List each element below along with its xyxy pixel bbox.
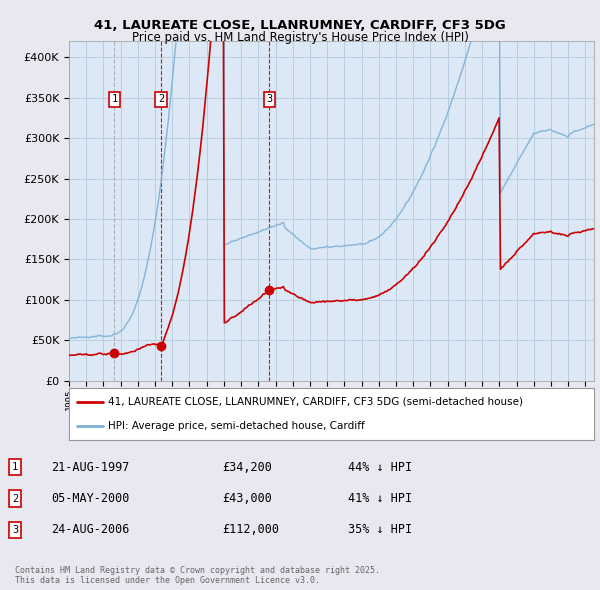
Text: 1: 1 [112,94,118,104]
Text: 21-AUG-1997: 21-AUG-1997 [51,461,130,474]
Text: £43,000: £43,000 [222,492,272,505]
Text: Contains HM Land Registry data © Crown copyright and database right 2025.
This d: Contains HM Land Registry data © Crown c… [15,566,380,585]
Text: £112,000: £112,000 [222,523,279,536]
Text: 41, LAUREATE CLOSE, LLANRUMNEY, CARDIFF, CF3 5DG: 41, LAUREATE CLOSE, LLANRUMNEY, CARDIFF,… [94,19,506,32]
Text: £34,200: £34,200 [222,461,272,474]
Text: 2: 2 [158,94,164,104]
Text: 05-MAY-2000: 05-MAY-2000 [51,492,130,505]
Text: 3: 3 [266,94,272,104]
Text: HPI: Average price, semi-detached house, Cardiff: HPI: Average price, semi-detached house,… [109,421,365,431]
Text: 41% ↓ HPI: 41% ↓ HPI [348,492,412,505]
Text: 41, LAUREATE CLOSE, LLANRUMNEY, CARDIFF, CF3 5DG (semi-detached house): 41, LAUREATE CLOSE, LLANRUMNEY, CARDIFF,… [109,396,523,407]
Text: 24-AUG-2006: 24-AUG-2006 [51,523,130,536]
Text: 44% ↓ HPI: 44% ↓ HPI [348,461,412,474]
Text: 3: 3 [12,525,18,535]
Text: Price paid vs. HM Land Registry's House Price Index (HPI): Price paid vs. HM Land Registry's House … [131,31,469,44]
Text: 35% ↓ HPI: 35% ↓ HPI [348,523,412,536]
Text: 2: 2 [12,494,18,503]
Text: 1: 1 [12,463,18,472]
